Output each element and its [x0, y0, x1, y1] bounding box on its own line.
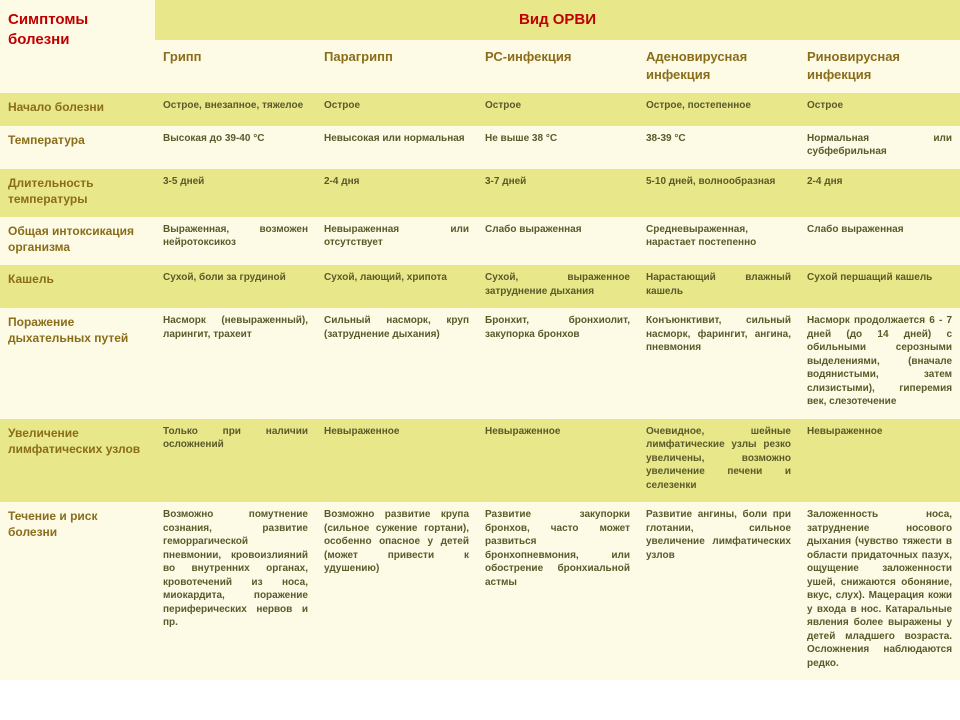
cell: Заложенность носа, затруднение носового …	[799, 502, 960, 680]
cell: Сухой першащий кашель	[799, 265, 960, 308]
cell: Слабо выраженная	[799, 217, 960, 265]
cell: 38-39 °С	[638, 126, 799, 169]
cell: Развитие закупорки бронхов, часто может …	[477, 502, 638, 680]
cell: Не выше 38 °С	[477, 126, 638, 169]
table-body: Симптомы болезни Вид ОРВИ Грипп Парагрип…	[0, 0, 960, 680]
table-row: Общая интоксикация организма Выраженная,…	[0, 217, 960, 265]
cell: Сухой, лающий, хрипота	[316, 265, 477, 308]
cell: Слабо выраженная	[477, 217, 638, 265]
col-head-2: РС-инфекция	[477, 40, 638, 93]
col-head-3: Аденовирусная инфекция	[638, 40, 799, 93]
cell: Насморк (невыраженный), ларингит, трахеи…	[155, 308, 316, 419]
symptom-label: Длительность температуры	[0, 169, 155, 217]
cell: 5-10 дней, волнообразная	[638, 169, 799, 217]
cell: Острое, постепенное	[638, 93, 799, 125]
cell: Невысокая или нормальная	[316, 126, 477, 169]
cell: Острое	[316, 93, 477, 125]
cell: Высокая до 39-40 °С	[155, 126, 316, 169]
header-row-1: Симптомы болезни Вид ОРВИ	[0, 0, 960, 40]
cell: Острое, внезапное, тяжелое	[155, 93, 316, 125]
header-symptoms-title: Симптомы болезни	[0, 0, 155, 93]
symptom-label: Течение и риск болезни	[0, 502, 155, 680]
cell: Сильный насморк, круп (затруднение дыхан…	[316, 308, 477, 419]
cell: Выраженная, возможен нейротоксикоз	[155, 217, 316, 265]
symptom-label: Увеличение лимфатических узлов	[0, 419, 155, 503]
cell: 3-7 дней	[477, 169, 638, 217]
cell: Насморк продолжается 6 - 7 дней (до 14 д…	[799, 308, 960, 419]
cell: Сухой, выраженное затруднение дыхания	[477, 265, 638, 308]
table-row: Течение и риск болезни Возможно помутнен…	[0, 502, 960, 680]
col-head-4: Риновирусная инфекция	[799, 40, 960, 93]
cell: Невыраженное	[477, 419, 638, 503]
symptom-label: Общая интоксикация организма	[0, 217, 155, 265]
cell: Бронхит, бронхиолит, закупорка бронхов	[477, 308, 638, 419]
col-head-0: Грипп	[155, 40, 316, 93]
table-row: Увеличение лимфатических узлов Только пр…	[0, 419, 960, 503]
cell: Конъюнктивит, сильный насморк, фарингит,…	[638, 308, 799, 419]
symptom-label: Кашель	[0, 265, 155, 308]
col-head-1: Парагрипп	[316, 40, 477, 93]
cell: Нарастающий влажный кашель	[638, 265, 799, 308]
header-main-title: Вид ОРВИ	[155, 0, 960, 40]
cell: Нормальная или субфебрильная	[799, 126, 960, 169]
cell: Сухой, боли за грудиной	[155, 265, 316, 308]
cell: Острое	[799, 93, 960, 125]
cell: Возможно помутнение сознания, развитие г…	[155, 502, 316, 680]
cell: Средневыраженная, нарастает постепенно	[638, 217, 799, 265]
cell: Невыраженное	[799, 419, 960, 503]
table-row: Температура Высокая до 39-40 °С Невысока…	[0, 126, 960, 169]
cell: 2-4 дня	[316, 169, 477, 217]
symptom-label: Начало болезни	[0, 93, 155, 125]
cell: 3-5 дней	[155, 169, 316, 217]
cell: Острое	[477, 93, 638, 125]
table-row: Начало болезни Острое, внезапное, тяжело…	[0, 93, 960, 125]
symptom-label: Температура	[0, 126, 155, 169]
cell: Невыраженная или отсутствует	[316, 217, 477, 265]
cell: 2-4 дня	[799, 169, 960, 217]
table-row: Длительность температуры 3-5 дней 2-4 дн…	[0, 169, 960, 217]
cell: Возможно развитие крупа (сильное сужение…	[316, 502, 477, 680]
table-row: Поражение дыхательных путей Насморк (нев…	[0, 308, 960, 419]
cell: Только при наличии осложнений	[155, 419, 316, 503]
orvi-comparison-table: Симптомы болезни Вид ОРВИ Грипп Парагрип…	[0, 0, 960, 680]
table-row: Кашель Сухой, боли за грудиной Сухой, ла…	[0, 265, 960, 308]
symptom-label: Поражение дыхательных путей	[0, 308, 155, 419]
cell: Невыраженное	[316, 419, 477, 503]
cell: Очевидное, шейные лимфатические узлы рез…	[638, 419, 799, 503]
cell: Развитие ангины, боли при глотании, силь…	[638, 502, 799, 680]
